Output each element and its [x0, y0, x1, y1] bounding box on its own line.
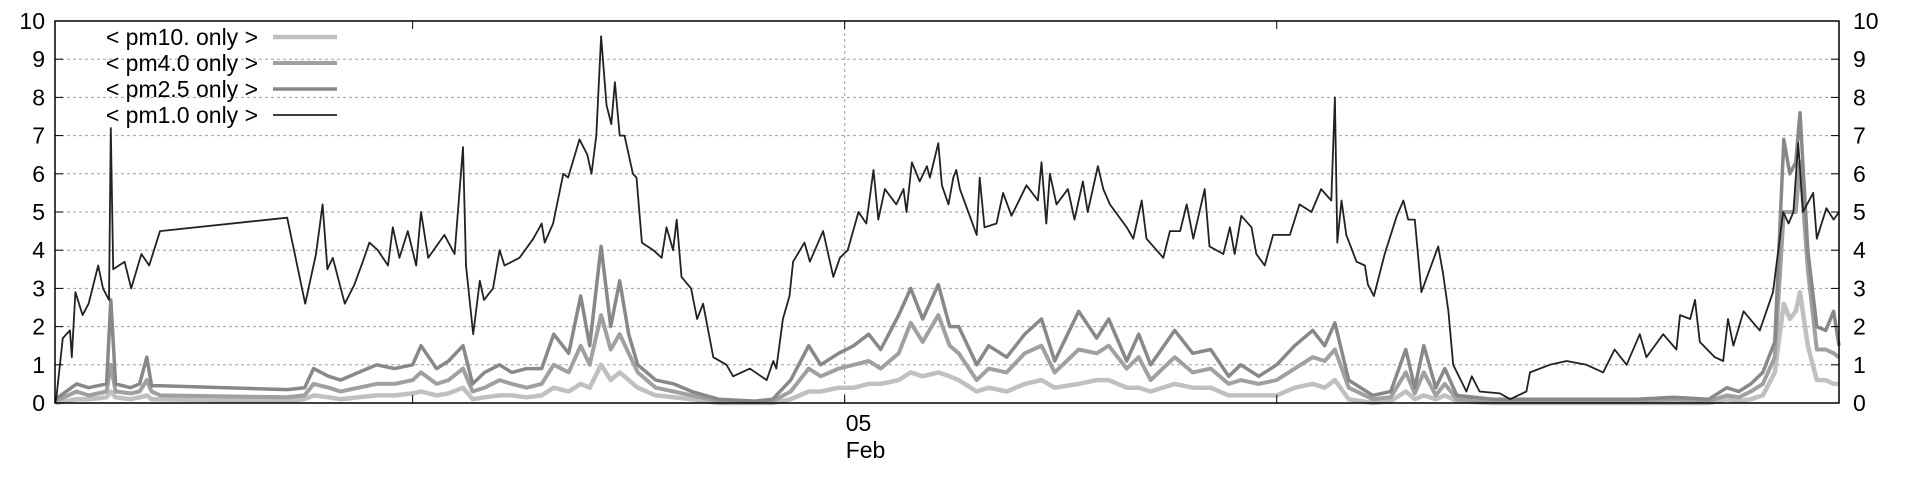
y-tick-label-left: 0 [32, 390, 45, 416]
y-tick-label-left: 1 [32, 352, 45, 378]
y-tick-label-right: 0 [1853, 390, 1866, 416]
y-tick-label-right: 9 [1853, 46, 1866, 72]
gridlines [55, 21, 1839, 403]
y-tick-label-right: 10 [1853, 8, 1879, 34]
y-tick-label-right: 3 [1853, 275, 1866, 301]
y-tick-label-left: 7 [32, 123, 45, 149]
y-tick-label-left: 3 [32, 275, 45, 301]
x-tick-label-day: 05 [846, 410, 872, 436]
x-tick-label-month: Feb [846, 437, 886, 463]
y-tick-label-right: 5 [1853, 199, 1866, 225]
legend-label: < pm10. only > [106, 24, 258, 50]
y-tick-label-left: 10 [19, 8, 45, 34]
y-tick-label-right: 7 [1853, 123, 1866, 149]
y-tick-label-right: 8 [1853, 84, 1866, 110]
series-lines [54, 35, 1841, 406]
series-line-pm4-0 [54, 160, 1841, 404]
y-tick-label-right: 6 [1853, 161, 1866, 187]
y-tick-label-right: 2 [1853, 314, 1866, 340]
series-line-pm1-0 [54, 35, 1840, 404]
series-line-pm2-5 [54, 110, 1841, 403]
legend-label: < pm1.0 only > [106, 102, 258, 128]
y-tick-label-right: 4 [1853, 237, 1866, 263]
y-tick-label-left: 5 [32, 199, 45, 225]
y-tick-label-left: 2 [32, 314, 45, 340]
y-tick-label-left: 6 [32, 161, 45, 187]
legend-label: < pm2.5 only > [106, 76, 258, 102]
legend-label: < pm4.0 only > [106, 50, 258, 76]
y-tick-label-left: 9 [32, 46, 45, 72]
y-tick-label-left: 8 [32, 84, 45, 110]
y-tick-label-left: 4 [32, 237, 45, 263]
legend: < pm10. only >< pm4.0 only >< pm2.5 only… [106, 24, 337, 128]
y-tick-label-right: 1 [1853, 352, 1866, 378]
